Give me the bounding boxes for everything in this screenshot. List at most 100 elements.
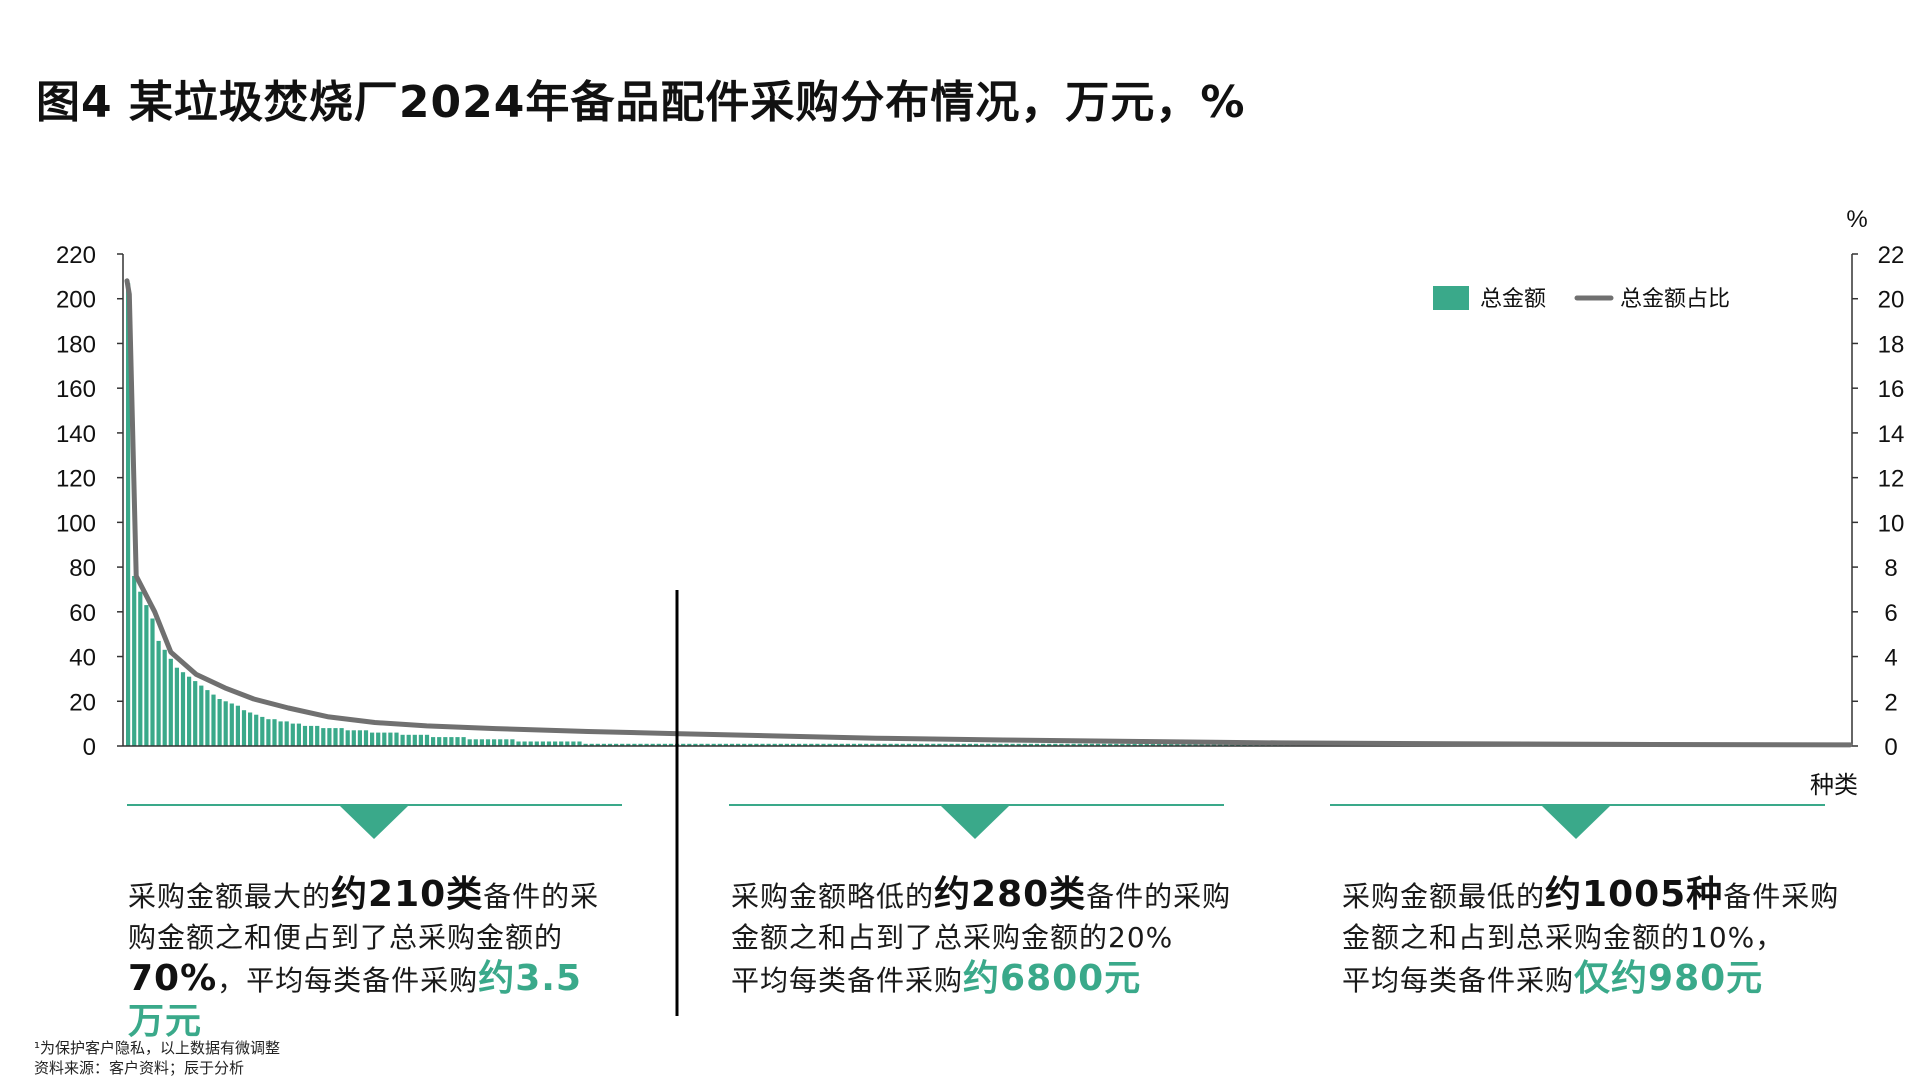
bar-1 [132, 576, 137, 746]
x-axis-label: 种类 [1810, 771, 1858, 799]
bar-53 [449, 737, 454, 746]
bar-170 [1163, 743, 1168, 746]
bar-101 [742, 743, 747, 746]
bar-128 [906, 743, 911, 746]
bar-0 [126, 283, 131, 746]
bar-82 [626, 743, 631, 746]
bar-119 [851, 743, 857, 746]
note3-text-c: 平均每类备件采购 [1342, 964, 1575, 997]
bar-125 [888, 743, 893, 746]
bar-122 [870, 743, 875, 746]
bar-87 [656, 743, 661, 746]
bar-42 [382, 732, 387, 746]
note2-text-c: 平均每类备件采购 [731, 964, 964, 997]
bar-130 [919, 743, 924, 746]
note1-text-a: 采购金额最大的 [128, 880, 332, 913]
right-axis-unit: % [1846, 206, 1867, 233]
bar-60 [492, 739, 497, 746]
bar-40 [370, 732, 375, 746]
bar-141 [986, 743, 991, 746]
group-arrow-1 [340, 806, 408, 839]
bar-80 [614, 743, 619, 746]
bar-45 [400, 734, 405, 746]
bar-66 [528, 741, 533, 746]
bar-98 [723, 743, 728, 746]
bar-25 [278, 721, 283, 746]
bar-49 [424, 734, 430, 746]
bar-114 [821, 743, 826, 746]
group-arrow-3 [1542, 806, 1610, 839]
bar-83 [632, 743, 637, 746]
note2-text-b: 备件的采购金额之和占到了总采购金额的20% [731, 880, 1232, 954]
bar-2 [138, 591, 143, 746]
bar-34 [333, 728, 338, 746]
bar-166 [1138, 743, 1143, 746]
bar-77 [595, 743, 600, 746]
right-tick-label: 4 [1884, 645, 1897, 672]
bar-137 [961, 743, 966, 746]
bar-111 [803, 743, 808, 746]
left-tick-label: 180 [56, 331, 96, 358]
left-tick-label: 80 [69, 555, 96, 582]
bar-67 [534, 741, 539, 746]
bar-19 [241, 710, 247, 746]
note3-text-a: 采购金额最低的 [1342, 880, 1546, 913]
left-tick-label: 60 [69, 600, 96, 627]
bar-31 [315, 725, 320, 746]
bar-74 [577, 741, 582, 746]
bar-106 [772, 743, 777, 746]
bar-10 [187, 676, 192, 746]
bar-117 [839, 743, 844, 746]
footnote-privacy: ¹为保护客户隐私，以上数据有微调整 [34, 1039, 281, 1057]
bar-73 [571, 741, 576, 746]
bar-43 [388, 732, 393, 746]
bar-37 [351, 730, 356, 746]
bar-7 [168, 658, 173, 746]
bar-163 [1120, 743, 1125, 746]
group-arrow-2 [941, 806, 1009, 839]
bar-162 [1114, 743, 1119, 746]
note1-share: 70% [128, 958, 218, 999]
bar-24 [272, 719, 277, 746]
bar-21 [254, 714, 259, 746]
bar-9 [180, 672, 186, 746]
bar-4 [150, 618, 155, 746]
bar-110 [797, 743, 802, 746]
right-tick-label: 22 [1878, 242, 1905, 269]
bar-174 [1187, 743, 1192, 746]
bar-65 [522, 741, 527, 746]
bar-26 [284, 721, 289, 746]
bar-136 [955, 743, 960, 746]
bar-144 [1004, 743, 1009, 746]
bar-156 [1077, 743, 1082, 746]
bar-105 [766, 743, 771, 746]
bar-55 [461, 737, 466, 746]
bar-41 [376, 732, 381, 746]
bar-17 [229, 703, 234, 746]
bar-127 [900, 743, 905, 746]
note3-count: 约1005种 [1545, 874, 1724, 915]
note2-count: 约280类 [934, 874, 1087, 915]
left-tick-label: 220 [56, 242, 96, 269]
right-tick-label: 16 [1878, 376, 1905, 403]
tick-labels: 0 20 40 60 80 100 120 140 160 180 200 220 0 2 4 6 8 10 12 1… [56, 242, 1904, 761]
bar-46 [406, 734, 411, 746]
note2-text-a: 采购金额略低的 [731, 880, 935, 913]
bar-177 [1205, 743, 1210, 746]
legend-label-amount: 总金额 [1480, 287, 1546, 312]
note-group-3: 采购金额最低的约1005种备件采购金额之和占到总采购金额的10%， 平均每类备件采… [1342, 874, 1852, 1001]
bar-109 [790, 743, 796, 746]
bar-57 [473, 739, 478, 746]
left-tick-label: 0 [83, 734, 96, 761]
bar-116 [833, 743, 838, 746]
bar-63 [510, 739, 515, 746]
bar-132 [931, 743, 936, 746]
bar-93 [693, 743, 698, 746]
bar-68 [540, 741, 545, 746]
bar-32 [321, 728, 326, 746]
bar-133 [937, 743, 942, 746]
bar-51 [437, 737, 442, 746]
bar-172 [1175, 743, 1180, 746]
bar-14 [211, 694, 216, 746]
